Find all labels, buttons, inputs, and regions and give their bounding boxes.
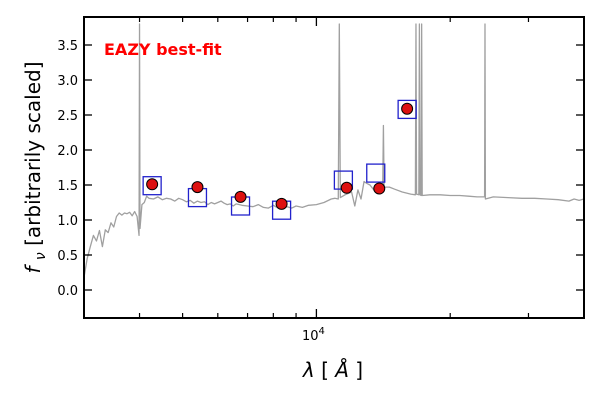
- xlabel-open: [: [321, 358, 329, 382]
- xlabel-close: ]: [355, 358, 363, 382]
- model-point-4: [275, 197, 288, 210]
- y-tick-label-6: 3.0: [57, 74, 78, 89]
- chart-annotation: EAZY best-fit: [104, 40, 222, 59]
- y-tick-label-7: 3.5: [57, 39, 78, 54]
- model-point-1: [146, 178, 159, 191]
- x-tick-label-base: 10: [302, 329, 319, 344]
- axis-ticks-layer: 0.0 0.5 1.0 1.5 2.0 2.5 3.0 3.5 104: [57, 17, 584, 344]
- observed-point-7: [397, 99, 417, 120]
- model-point-7: [401, 102, 414, 115]
- y-tick-label-3: 1.5: [57, 179, 78, 194]
- x-axis-label: λ [ Å ]: [302, 358, 363, 382]
- plot-frame: [83, 16, 585, 319]
- y-tick-label-5: 2.5: [57, 109, 78, 124]
- template-spectrum-line: [84, 23, 584, 278]
- model-point-5: [340, 181, 353, 194]
- model-point-3: [234, 190, 247, 203]
- xlabel-angstrom: Å: [333, 358, 349, 382]
- observed-point-1: [142, 176, 162, 196]
- ylabel-nu: ν: [33, 252, 49, 260]
- observed-point-6: [366, 163, 386, 183]
- template-spectrum-layer: [84, 23, 584, 278]
- y-tick-label-4: 2.0: [57, 144, 78, 159]
- y-tick-label-1: 0.5: [57, 249, 78, 264]
- y-tick-label-0: 0.0: [57, 284, 78, 299]
- x-tick-label-0: 104: [302, 326, 325, 344]
- model-point-6: [373, 182, 386, 195]
- y-tick-label-2: 1.0: [57, 214, 78, 229]
- x-tick-label-exponent: 4: [318, 326, 324, 337]
- photometry-points-layer: [142, 99, 417, 220]
- model-point-2: [191, 181, 204, 194]
- y-axis-label: f ν [arbitrarily scaled]: [21, 61, 50, 273]
- xlabel-lambda: λ: [302, 358, 315, 382]
- ylabel-rest: [arbitrarily scaled]: [21, 61, 45, 245]
- ylabel-f: f: [21, 264, 45, 274]
